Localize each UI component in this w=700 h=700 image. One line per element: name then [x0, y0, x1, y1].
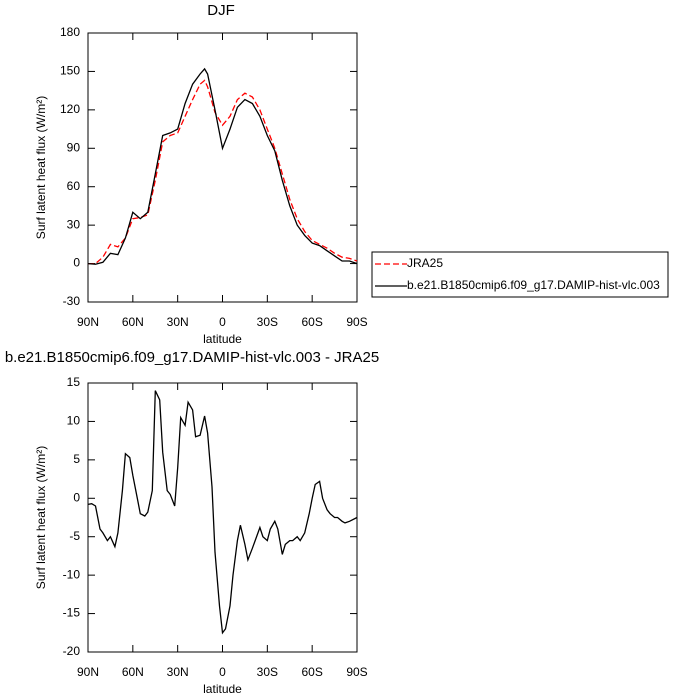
y-axis-label: Surf latent heat flux (W/m²) — [34, 446, 48, 589]
y-tick-label: 120 — [60, 102, 80, 116]
y-tick-label: 150 — [60, 64, 80, 78]
legend-label: b.e21.B1850cmip6.f09_g17.DAMIP-hist-vlc.… — [407, 278, 660, 292]
x-tick-label: 60N — [122, 665, 144, 679]
y-tick-label: 60 — [67, 179, 81, 193]
series-line — [87, 67, 358, 265]
x-axis-label: latitude — [203, 332, 242, 346]
y-tick-label: 10 — [67, 414, 81, 428]
y-tick-label: -15 — [63, 606, 81, 620]
x-tick-label: 90S — [346, 315, 367, 329]
x-tick-label: 90S — [346, 665, 367, 679]
x-tick-label: 60S — [301, 665, 322, 679]
x-tick-label: 30S — [257, 665, 278, 679]
series-line — [87, 390, 358, 635]
chart-title: DJF — [207, 2, 235, 19]
chart-title: b.e21.B1850cmip6.f09_g17.DAMIP-hist-vlc.… — [5, 349, 379, 366]
y-tick-label: 180 — [60, 25, 80, 39]
plot-frame — [87, 32, 358, 303]
x-tick-label: 0 — [219, 665, 226, 679]
y-axis-label: Surf latent heat flux (W/m²) — [34, 96, 48, 239]
y-tick-label: -20 — [63, 644, 81, 658]
y-tick-label: -10 — [63, 567, 81, 581]
series-line — [88, 79, 358, 265]
plot-frame — [87, 382, 358, 653]
legend-box — [371, 251, 669, 298]
legend-label: JRA25 — [407, 256, 443, 270]
x-tick-label: 60N — [122, 315, 144, 329]
y-tick-label: -30 — [63, 294, 81, 308]
y-tick-label: -5 — [69, 529, 80, 543]
x-tick-label: 0 — [219, 315, 226, 329]
y-tick-label: 5 — [73, 452, 80, 466]
y-tick-label: 0 — [73, 490, 80, 504]
y-tick-label: 90 — [67, 140, 81, 154]
y-tick-label: 15 — [67, 375, 81, 389]
legend: JRA25 b.e21.B1850cmip6.f09_g17.DAMIP-hist… — [371, 251, 669, 298]
y-tick-label: 30 — [67, 217, 81, 231]
x-tick-label: 90N — [77, 665, 99, 679]
y-tick-label: 0 — [73, 256, 80, 270]
x-tick-label: 30S — [257, 315, 278, 329]
x-axis-label: latitude — [203, 682, 242, 696]
x-tick-label: 30N — [167, 665, 189, 679]
x-tick-label: 60S — [301, 315, 322, 329]
x-tick-label: 90N — [77, 315, 99, 329]
x-tick-label: 30N — [167, 315, 189, 329]
